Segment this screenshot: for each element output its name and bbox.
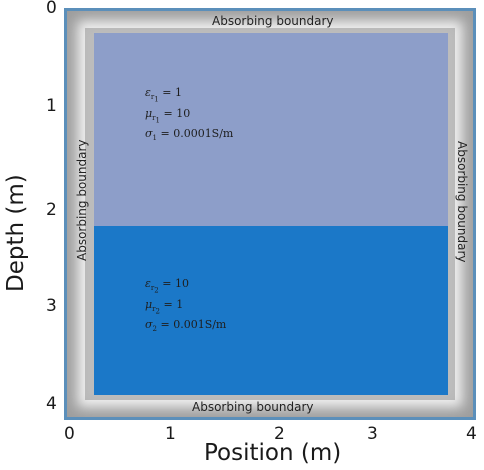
x-axis-title: Position (m) — [204, 440, 342, 466]
lower-layer — [94, 226, 448, 395]
lower-conductivity: σ2 = 0.001S/m — [145, 318, 227, 334]
lower-permeability: μr2 = 1 — [145, 297, 184, 316]
boundary-label-right: Absorbing boundary — [455, 141, 469, 263]
boundary-label-left: Absorbing boundary — [75, 139, 89, 261]
y-tick-1: 1 — [46, 96, 57, 116]
boundary-label-bottom: Absorbing boundary — [192, 400, 314, 414]
x-tick-4: 4 — [466, 424, 477, 444]
upper-conductivity: σ1 = 0.0001S/m — [145, 127, 234, 143]
upper-permeability: μr1 = 10 — [145, 106, 191, 125]
upper-permittivity-value: = 1 — [162, 86, 182, 99]
lower-permeability-value: = 1 — [163, 297, 184, 311]
y-tick-4: 4 — [46, 394, 57, 414]
upper-permittivity: εr1 = 1 — [145, 86, 182, 104]
y-tick-2: 2 — [46, 200, 57, 220]
y-tick-3: 3 — [46, 296, 57, 316]
x-tick-1: 1 — [165, 424, 176, 444]
upper-layer-parameters: εr1 = 1 μr1 = 10 σ1 = 0.0001S/m — [145, 86, 233, 145]
upper-conductivity-value: = 0.0001S/m — [160, 127, 234, 141]
lower-conductivity-value: = 0.001S/m — [160, 318, 227, 332]
x-tick-3: 3 — [367, 424, 378, 444]
lower-permittivity-value: = 10 — [162, 277, 189, 290]
lower-layer-parameters: εr2 = 10 μr2 = 1 σ2 = 0.001S/m — [145, 277, 226, 336]
x-tick-0: 0 — [64, 424, 75, 444]
upper-layer — [94, 33, 448, 226]
lower-permittivity: εr2 = 10 — [145, 277, 189, 295]
y-tick-0: 0 — [46, 0, 57, 18]
boundary-label-top: Absorbing boundary — [212, 14, 334, 28]
y-axis-title: Depth (m) — [3, 174, 29, 292]
x-tick-2: 2 — [274, 424, 285, 444]
upper-permeability-value: = 10 — [163, 106, 191, 120]
